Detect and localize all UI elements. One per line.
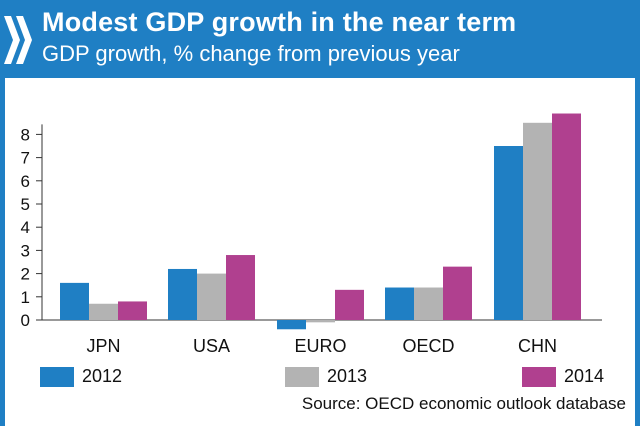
bar-euro-2012: [277, 320, 306, 330]
bar-oecd-2012: [385, 287, 414, 320]
bar-jpn-2012: [60, 282, 89, 320]
legend-label-2013: 2013: [327, 366, 368, 386]
bar-chn-2014: [552, 113, 581, 321]
legend-swatch-2014: [522, 367, 556, 387]
bar-oecd-2014: [443, 266, 472, 320]
bar-chn-2012: [494, 146, 523, 320]
bar-euro-2014: [335, 289, 364, 320]
y-tick-label: 4: [21, 218, 30, 237]
y-tick-label: 3: [21, 241, 30, 260]
legend-label-2014: 2014: [564, 366, 605, 386]
legend-swatch-2012: [40, 367, 74, 387]
chart-header: Modest GDP growth in the near term GDP g…: [0, 0, 640, 78]
bar-jpn-2013: [89, 303, 118, 320]
frame-left-border: [0, 78, 5, 426]
y-tick-label: 5: [21, 195, 30, 214]
frame-right-border: [635, 78, 640, 426]
source-note: Source: OECD economic outlook database: [301, 394, 626, 413]
x-category-label-usa: USA: [193, 336, 230, 356]
y-tick-label: 0: [21, 311, 30, 330]
bar-usa-2012: [168, 268, 197, 320]
x-category-label-euro: EURO: [294, 336, 346, 356]
y-tick-label: 6: [21, 172, 30, 191]
bar-oecd-2013: [414, 287, 443, 320]
bar-chn-2013: [523, 122, 552, 320]
bar-usa-2014: [226, 255, 255, 320]
legend-swatch-2013: [285, 367, 319, 387]
x-category-label-jpn: JPN: [86, 336, 120, 356]
chart-title: Modest GDP growth in the near term: [42, 7, 517, 37]
x-category-label-chn: CHN: [518, 336, 557, 356]
y-tick-label: 7: [21, 149, 30, 168]
y-tick-label: 8: [21, 125, 30, 144]
chart-subtitle: GDP growth, % change from previous year: [42, 41, 460, 66]
y-tick-label: 2: [21, 265, 30, 284]
bar-usa-2013: [197, 273, 226, 320]
chevrons-logo-icon: [4, 16, 32, 64]
legend-label-2012: 2012: [82, 366, 123, 386]
bar-jpn-2014: [118, 301, 147, 320]
x-category-label-oecd: OECD: [402, 336, 454, 356]
y-tick-label: 1: [21, 288, 30, 307]
bar-euro-2013: [306, 320, 335, 323]
bar-chart: 0 1 2 3 4 5 6 7 8 JPN USA EURO OECD CHN: [21, 113, 602, 356]
